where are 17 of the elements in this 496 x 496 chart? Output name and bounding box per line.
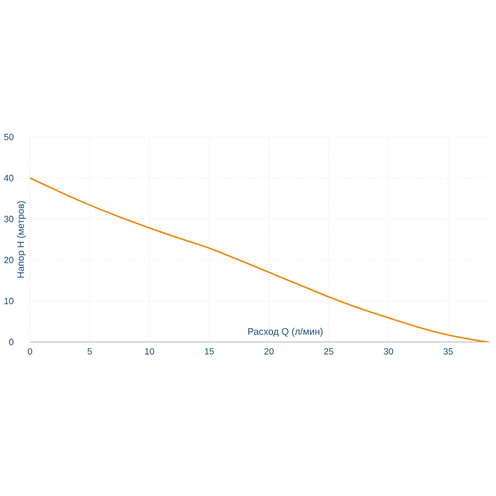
x-tick-label: 10: [145, 348, 154, 355]
y-tick-label: 40: [4, 174, 14, 182]
y-tick-label: 0: [9, 338, 14, 346]
x-tick-label: 35: [444, 348, 453, 355]
x-tick-label: 5: [88, 348, 92, 354]
x-tick-label: 15: [204, 348, 214, 354]
x-tick-label: 30: [384, 348, 394, 355]
x-tick-label: 25: [324, 348, 334, 355]
y-tick-label: 10: [4, 298, 14, 304]
line-series: [30, 177, 488, 342]
y-tick-label: 30: [4, 216, 14, 222]
x-tick-label: 0: [28, 348, 32, 355]
y-axis-title: Напор H (метров): [17, 201, 26, 278]
y-tick-label: 50: [4, 134, 14, 140]
y-tick-label: 20: [4, 256, 14, 264]
x-tick-label: 20: [264, 348, 274, 355]
x-axis-title: Расход Q (л/мин): [248, 328, 322, 337]
